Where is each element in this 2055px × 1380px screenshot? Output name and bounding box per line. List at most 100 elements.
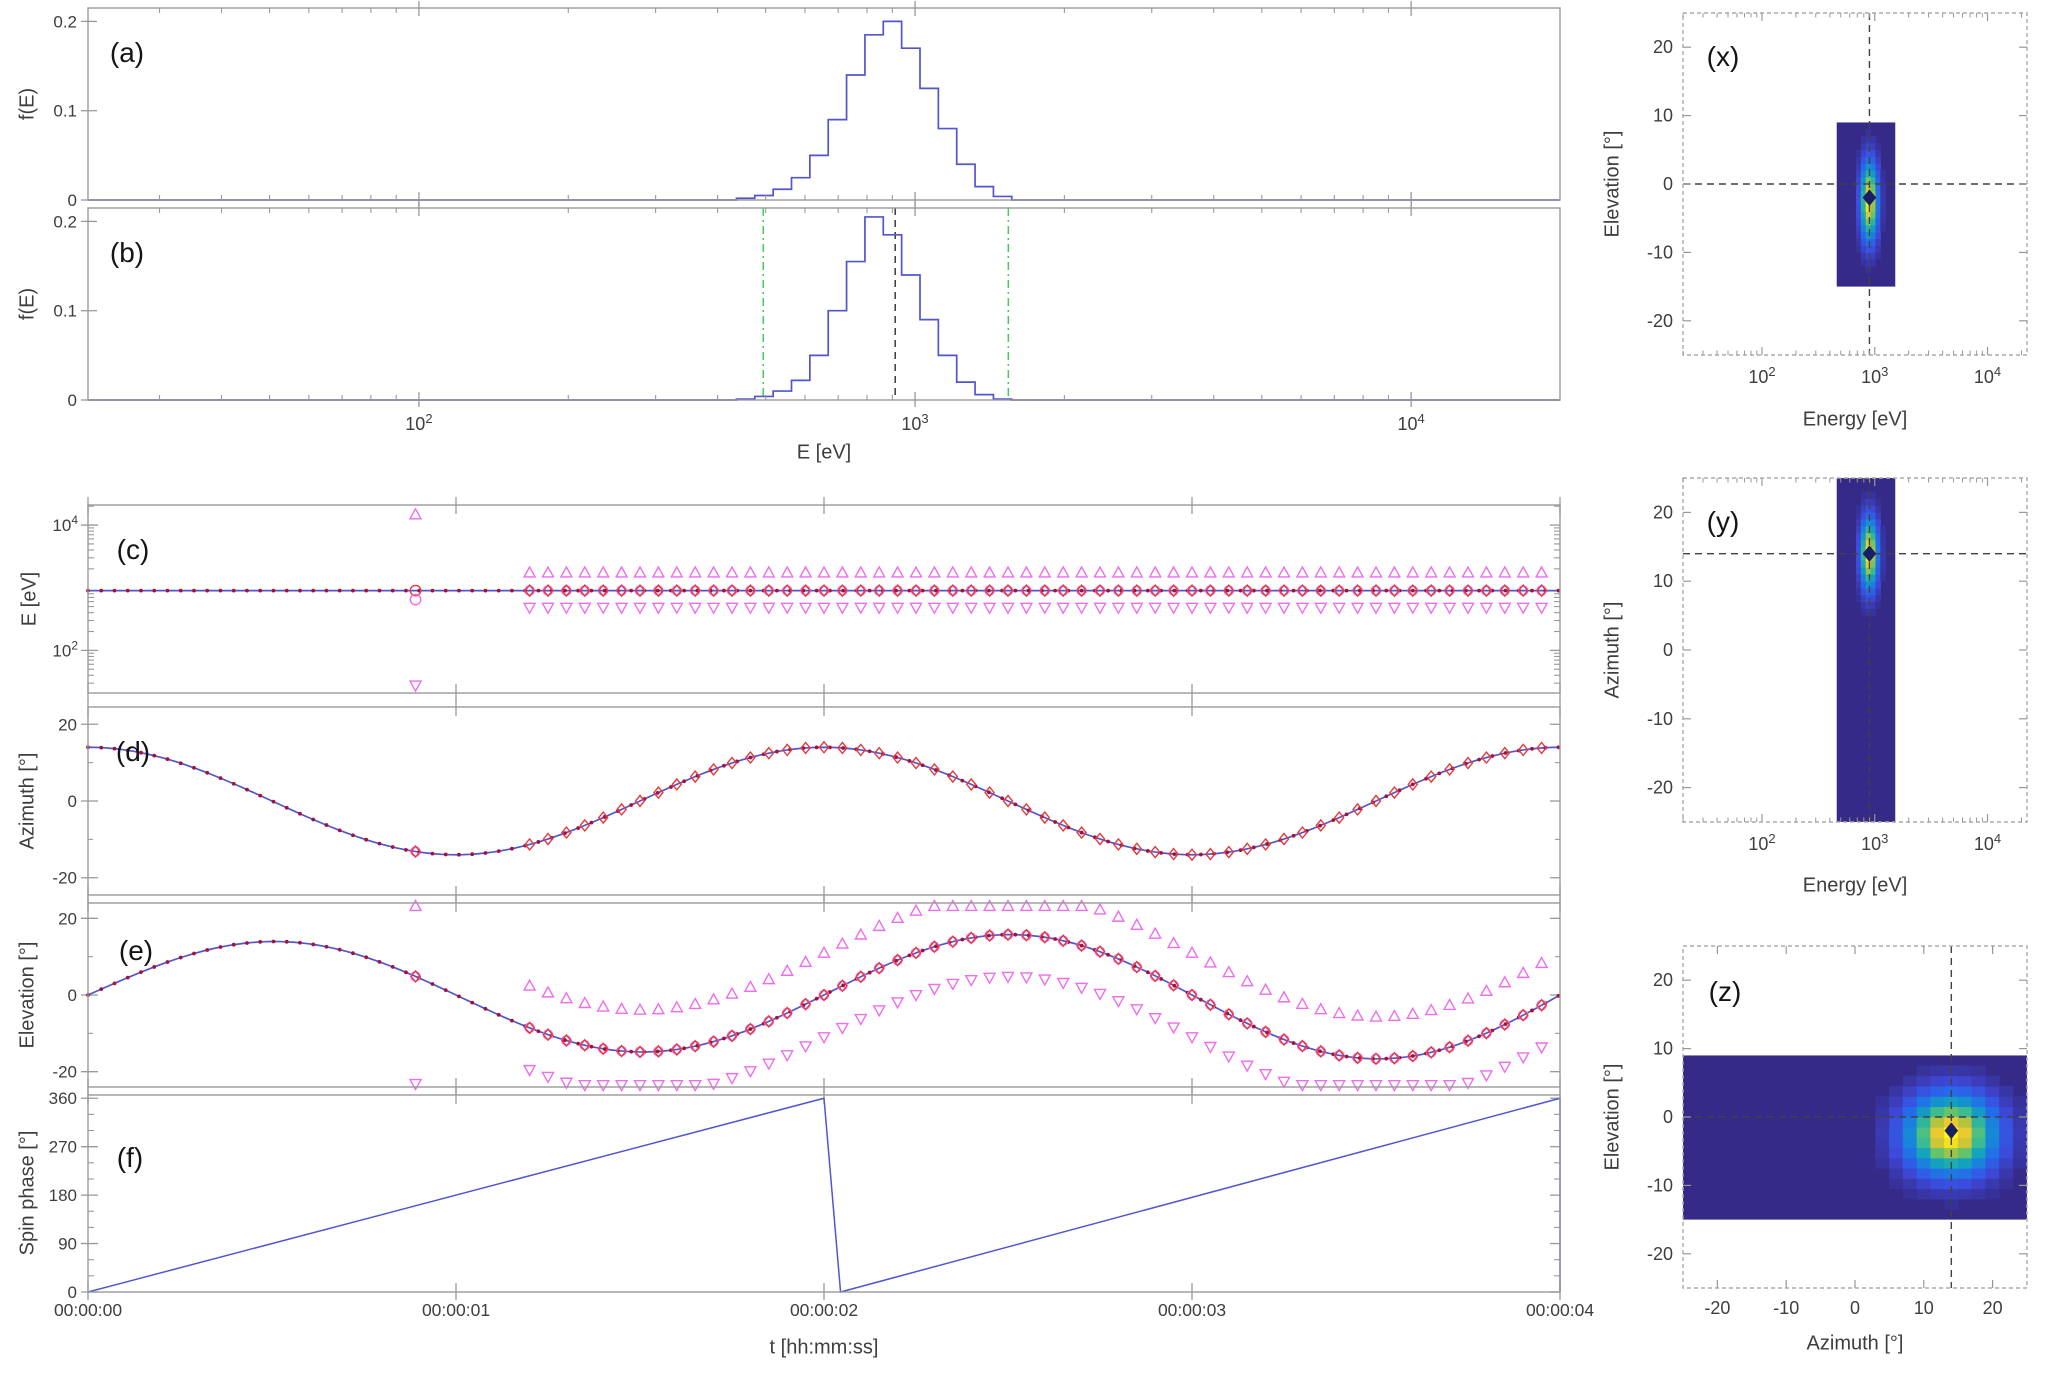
fit-markers	[524, 740, 1548, 862]
tick-label: 00:00:04	[1526, 1300, 1594, 1320]
tick-label: 0	[68, 191, 77, 210]
ylabel-e: Elevation [°]	[16, 941, 39, 1049]
tick-label-exp: 104	[52, 513, 78, 535]
tick-label: 0	[1663, 1107, 1673, 1127]
y-ticks: 0.2 0.1 0	[53, 212, 97, 410]
tick-label: 0	[68, 1283, 77, 1302]
ylabel-f: Spin phase [°]	[16, 1130, 39, 1256]
peak-marker	[1862, 545, 1877, 562]
ylabel-x: Elevation [°]	[1601, 130, 1624, 238]
panel-letter-c: (c)	[116, 534, 150, 565]
heatmap-cells	[1855, 491, 1886, 616]
tick-label: 0	[68, 986, 77, 1005]
y-ticks: 20 0 -20	[52, 909, 1560, 1082]
fit-markers	[522, 899, 1549, 1093]
ylabel-y: Azimuth [°]	[1601, 601, 1624, 699]
panel-z: -20 -10 0 10 20 20 10 0 -10 -20	[1647, 945, 2028, 1318]
tick-label: 10	[1653, 571, 1673, 591]
time-tick-labels: 00:00:00 00:00:01 00:00:02 00:00:03 00:00:04	[54, 1300, 1594, 1320]
panel-letter-f: (f)	[116, 1142, 144, 1173]
tick-label: 0	[68, 792, 77, 811]
panel-d: 20 0 -20	[52, 699, 1561, 903]
panel-b: 0.2 0.1 0 102 103 104	[53, 201, 1561, 434]
tick-label: 20	[58, 715, 77, 734]
tick-label: -10	[1647, 709, 1673, 729]
tick-label: -20	[1647, 778, 1673, 798]
y-ticks: 104 102	[52, 505, 1560, 684]
fov-markers	[522, 565, 1549, 615]
tick-label: 180	[49, 1186, 77, 1205]
curve-line	[87, 933, 1561, 1060]
tick-label-exp: 103	[901, 411, 928, 434]
tick-label-exp: 103	[1861, 364, 1888, 387]
crosshair	[1683, 478, 2027, 822]
tick-label: 10	[1653, 106, 1673, 126]
tick-label-exp: 102	[1748, 364, 1775, 387]
ylabel-d: Azimuth [°]	[16, 752, 39, 850]
panel-a: 0.2 0.1 0	[53, 1, 1561, 210]
ticks: 20 10 0 -10 -20	[1647, 478, 2027, 822]
xlabel-energy: E [eV]	[796, 441, 852, 464]
tick-label: 0.1	[53, 302, 77, 321]
tick-label: 20	[1653, 970, 1673, 990]
outlier-column	[410, 844, 421, 859]
tick-label: 360	[49, 1089, 77, 1108]
tick-label: -20	[52, 1063, 77, 1082]
tick-label: 0	[68, 391, 77, 410]
tick-label: 270	[49, 1138, 77, 1157]
tick-label: 0.2	[53, 212, 77, 231]
tick-label-exp: 104	[1398, 411, 1425, 434]
panel-e: 20 0 -20	[52, 895, 1561, 1095]
tick-label: 0	[1663, 174, 1673, 194]
panel-letter-d: (d)	[115, 736, 151, 767]
tick-label-exp: 102	[1748, 831, 1775, 854]
histogram-outline	[88, 216, 1560, 401]
tick-label: 10	[1653, 1039, 1673, 1059]
panel-letter-a: (a)	[109, 37, 145, 68]
tick-label-exp: 104	[1974, 831, 2001, 854]
tick-label: 00:00:02	[790, 1300, 858, 1320]
xlabel-time: t [hh:mm:ss]	[769, 1336, 879, 1359]
x-ticks	[158, 1, 1412, 207]
outlier-column	[408, 507, 423, 693]
ylabel-a: f(E)	[16, 87, 39, 121]
tick-label-exp: 104	[1974, 364, 2001, 387]
xlabel-azimuth-z: Azimuth [°]	[1806, 1332, 1904, 1355]
panel-letter-z: (z)	[1708, 976, 1742, 1007]
tick-label: -20	[1704, 1298, 1730, 1318]
panel-letter-x: (x)	[1706, 41, 1740, 72]
ylabel-c: E [eV]	[18, 571, 41, 627]
peak-marker	[1862, 189, 1877, 206]
tick-label: 0	[1850, 1298, 1860, 1318]
ylabel-z: Elevation [°]	[1601, 1063, 1624, 1171]
tick-label: 0.2	[53, 12, 77, 31]
crosshair	[1683, 946, 2027, 1288]
tick-label: 10	[1914, 1298, 1934, 1318]
tick-label: 20	[1653, 37, 1673, 57]
panel-letter-b: (b)	[109, 237, 145, 268]
tick-label: 0.1	[53, 102, 77, 121]
tick-label-exp: 102	[405, 411, 432, 434]
tick-label: 90	[58, 1235, 77, 1254]
panel-letter-e: (e)	[118, 935, 154, 966]
tick-label: -10	[1647, 1175, 1673, 1195]
y-ticks: 360 270 180 90 0	[49, 1089, 1560, 1302]
x-tick-labels: 102 103 104	[1748, 831, 2001, 854]
curve-line	[87, 746, 1561, 856]
panel-x: 20 10 0 -10 -20 102 103 104	[1647, 12, 2028, 387]
tick-label: -20	[52, 869, 77, 888]
xlabel-energy-y: Energy [eV]	[1802, 874, 1908, 897]
heatmap-cells	[1855, 128, 1886, 274]
tick-label: 20	[1983, 1298, 2003, 1318]
panel-y: 20 10 0 -10 -20 102 103 104	[1647, 477, 2028, 854]
x-tick-labels: 102 103 104	[1748, 364, 2001, 387]
tick-label: 00:00:01	[422, 1300, 490, 1320]
peak-marker	[1944, 1122, 1959, 1139]
tick-label: -20	[1647, 311, 1673, 331]
ticks: -20 -10 0 10 20 20 10 0 -10 -20	[1647, 946, 2027, 1318]
tick-label: 20	[58, 909, 77, 928]
y-ticks: 20 0 -20	[52, 715, 1560, 888]
panel-letter-y: (y)	[1706, 506, 1740, 537]
